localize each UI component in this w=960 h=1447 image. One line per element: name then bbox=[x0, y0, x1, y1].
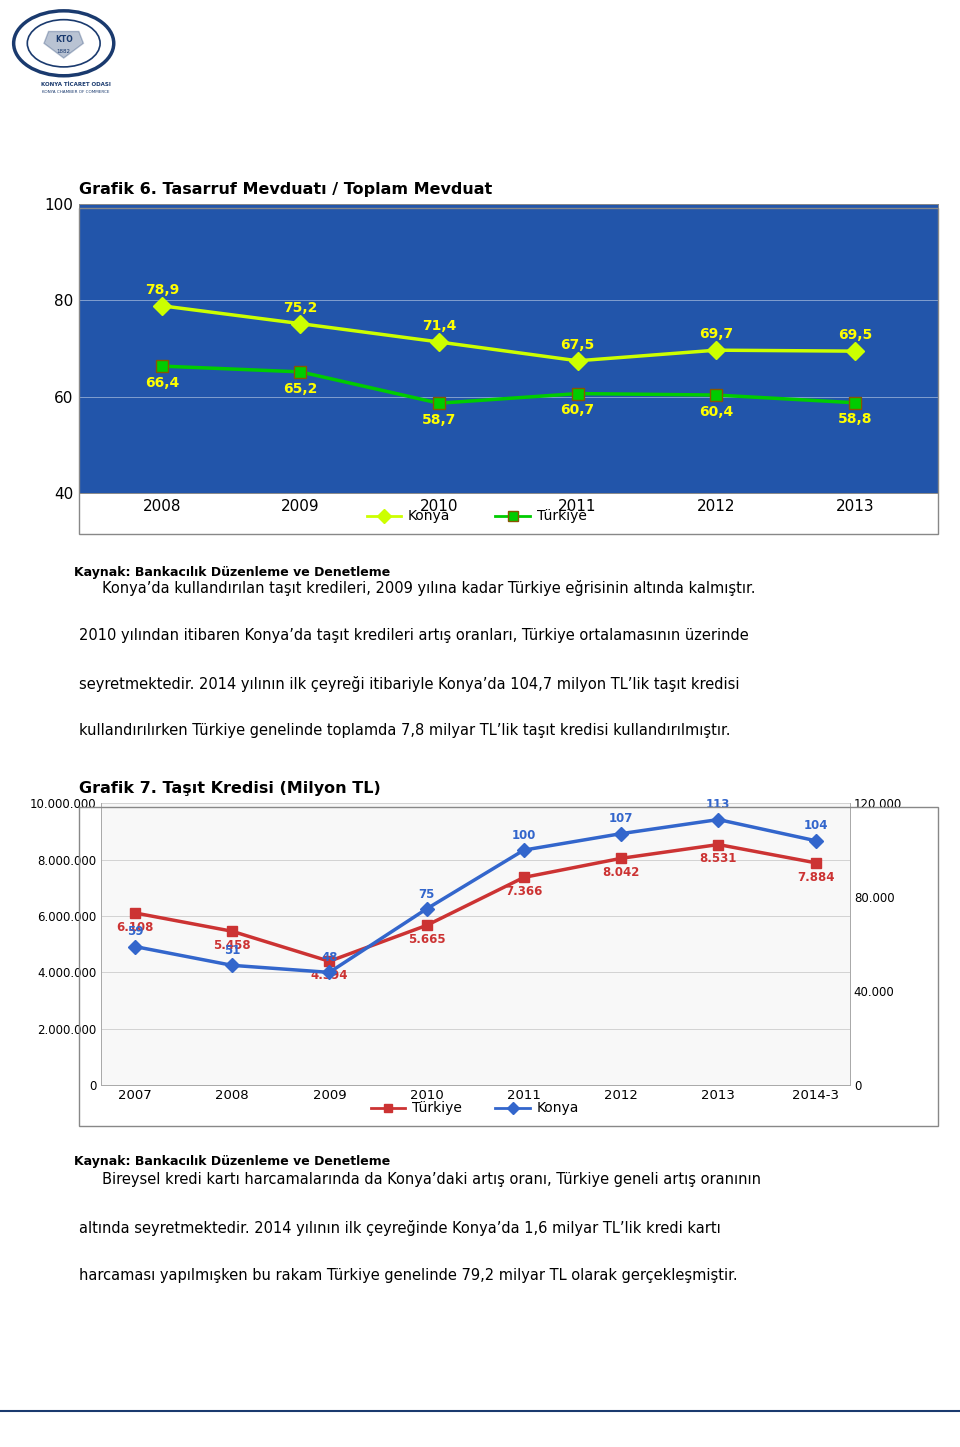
Text: 69,5: 69,5 bbox=[838, 328, 872, 343]
Text: 75: 75 bbox=[419, 887, 435, 900]
Text: Etüd-Araştırma Servisi: Etüd-Araştırma Servisi bbox=[29, 1421, 223, 1437]
Text: 5.458: 5.458 bbox=[213, 939, 251, 952]
Text: 71,4: 71,4 bbox=[421, 320, 456, 333]
Polygon shape bbox=[44, 32, 84, 58]
Text: Konya: Konya bbox=[537, 1101, 579, 1114]
Text: Kaynak: Bankacılık Düzenleme ve Denetleme: Kaynak: Bankacılık Düzenleme ve Denetlem… bbox=[74, 566, 390, 579]
Text: seyretmektedir. 2014 yılının ilk çeyreği itibariyle Konya’da 104,7 milyon TL’lik: seyretmektedir. 2014 yılının ilk çeyreği… bbox=[79, 676, 739, 692]
Text: KTO: KTO bbox=[55, 35, 73, 43]
Text: 7.366: 7.366 bbox=[505, 886, 542, 899]
Text: 51: 51 bbox=[224, 943, 240, 956]
Text: 59: 59 bbox=[127, 925, 143, 938]
Text: 100: 100 bbox=[512, 829, 536, 842]
Text: 104: 104 bbox=[804, 819, 828, 832]
Text: Konya: Konya bbox=[408, 509, 450, 522]
Text: 48: 48 bbox=[321, 951, 338, 964]
Text: 58,7: 58,7 bbox=[421, 412, 456, 427]
Text: 75,2: 75,2 bbox=[283, 301, 318, 315]
Text: 8.042: 8.042 bbox=[602, 867, 639, 880]
Text: Grafik 6. Tasarruf Mevduatı / Toplam Mevduat: Grafik 6. Tasarruf Mevduatı / Toplam Mev… bbox=[79, 182, 492, 197]
Text: 107: 107 bbox=[609, 812, 634, 825]
Text: Bireysel kredi kartı harcamalarında da Konya’daki artış oranı, Türkiye geneli ar: Bireysel kredi kartı harcamalarında da K… bbox=[79, 1172, 760, 1187]
Text: Hacı Dede Hakan KARAGÖZ: Hacı Dede Hakan KARAGÖZ bbox=[418, 64, 694, 82]
Text: harcaması yapılmışken bu rakam Türkiye genelinde 79,2 milyar TL olarak gerçekleş: harcaması yapılmışken bu rakam Türkiye g… bbox=[79, 1268, 737, 1282]
Text: 65,2: 65,2 bbox=[283, 382, 318, 395]
Text: Türkiye: Türkiye bbox=[412, 1101, 462, 1114]
Text: 78,9: 78,9 bbox=[145, 284, 179, 297]
Text: kullandırılırken Türkiye genelinde toplamda 7,8 milyar TL’lik taşıt kredisi kull: kullandırılırken Türkiye genelinde topla… bbox=[79, 724, 731, 738]
Text: 4.394: 4.394 bbox=[311, 969, 348, 983]
Text: Kaynak: Bankacılık Düzenleme ve Denetleme: Kaynak: Bankacılık Düzenleme ve Denetlem… bbox=[74, 1155, 390, 1168]
Text: 113: 113 bbox=[707, 799, 731, 812]
Text: 4: 4 bbox=[922, 1421, 931, 1437]
Text: KONYA TİCARET ODASI: KONYA TİCARET ODASI bbox=[41, 82, 110, 87]
Text: 5.665: 5.665 bbox=[408, 933, 445, 946]
Text: 8.531: 8.531 bbox=[700, 852, 737, 865]
Text: Türkiye: Türkiye bbox=[537, 509, 587, 522]
Text: 69,7: 69,7 bbox=[699, 327, 733, 341]
Text: altında seyretmektedir. 2014 yılının ilk çeyreğinde Konya’da 1,6 milyar TL’lik k: altında seyretmektedir. 2014 yılının ilk… bbox=[79, 1220, 720, 1236]
Text: 67,5: 67,5 bbox=[561, 339, 595, 352]
Text: Konya’da kullandırılan taşıt kredileri, 2009 yılına kadar Türkiye eğrisinin altı: Konya’da kullandırılan taşıt kredileri, … bbox=[79, 580, 756, 596]
Text: KONYA CHAMBER OF COMMERCE: KONYA CHAMBER OF COMMERCE bbox=[42, 91, 109, 94]
Text: Grafik 7. Taşıt Kredisi (Milyon TL): Grafik 7. Taşıt Kredisi (Milyon TL) bbox=[79, 781, 380, 796]
Text: 58,8: 58,8 bbox=[837, 412, 872, 427]
Text: 6.108: 6.108 bbox=[116, 920, 154, 933]
Text: 2010 yılından itibaren Konya’da taşıt kredileri artış oranları, Türkiye ortalama: 2010 yılından itibaren Konya’da taşıt kr… bbox=[79, 628, 749, 642]
Text: 7.884: 7.884 bbox=[797, 871, 834, 884]
Text: 60,4: 60,4 bbox=[699, 405, 733, 418]
Text: 66,4: 66,4 bbox=[145, 376, 179, 389]
Text: 60,7: 60,7 bbox=[561, 404, 594, 417]
Text: 1882: 1882 bbox=[57, 49, 71, 54]
Text: KREDİLERDE KONYA-TÜRKİYE: KREDİLERDE KONYA-TÜRKİYE bbox=[364, 20, 748, 45]
